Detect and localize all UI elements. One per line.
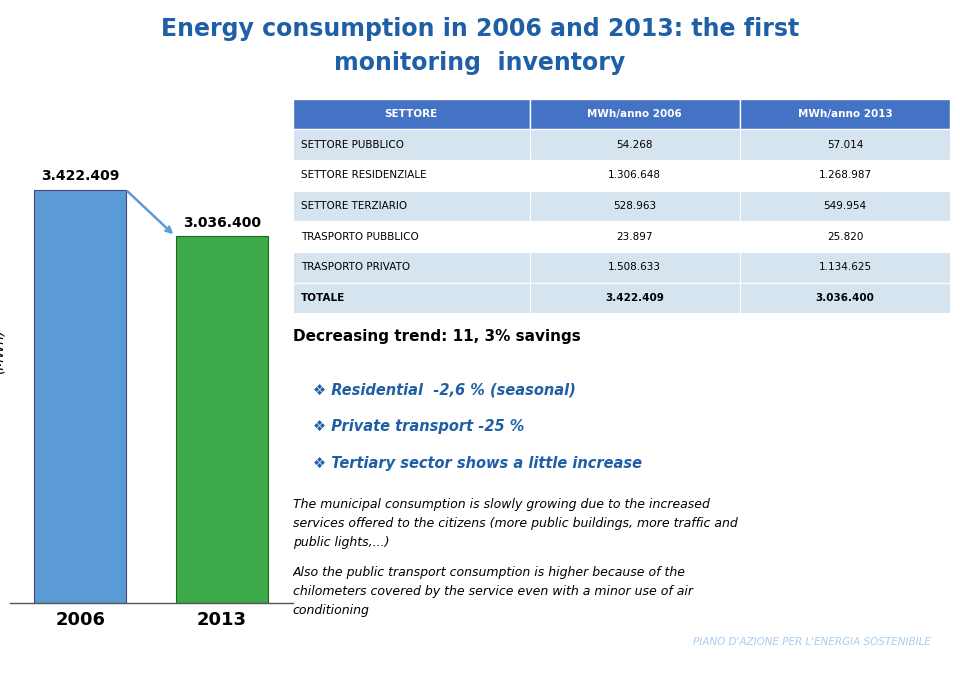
Text: 3.422.409: 3.422.409 [606, 293, 664, 303]
Text: Energy consumption in 2006 and 2013: the first: Energy consumption in 2006 and 2013: the… [161, 17, 799, 41]
Text: 1.134.625: 1.134.625 [819, 262, 872, 272]
Text: SETTORE TERZIARIO: SETTORE TERZIARIO [300, 201, 407, 211]
Text: PIANO D'AZIONE PER L'ENERGIA SOSTENIBILE: PIANO D'AZIONE PER L'ENERGIA SOSTENIBILE [693, 637, 931, 647]
Bar [35, 189, 127, 603]
Text: TRASPORTO PRIVATO: TRASPORTO PRIVATO [300, 262, 410, 272]
Text: 23.897: 23.897 [616, 232, 653, 242]
Text: 1.306.648: 1.306.648 [609, 170, 661, 180]
Bar [740, 191, 950, 221]
Bar [740, 283, 950, 313]
Text: 3.036.400: 3.036.400 [183, 216, 261, 229]
Y-axis label: (MWh): (MWh) [0, 328, 6, 373]
Bar [740, 160, 950, 191]
Bar [293, 99, 530, 129]
Text: 1.268.987: 1.268.987 [819, 170, 872, 180]
Bar [293, 129, 530, 160]
Text: 57.014: 57.014 [827, 140, 863, 150]
Bar [530, 160, 740, 191]
Text: 3.422.409: 3.422.409 [41, 169, 120, 183]
Text: COMUNE DI TRENTO: COMUNE DI TRENTO [134, 634, 307, 650]
Text: TOTALE: TOTALE [300, 293, 345, 303]
Text: 549.954: 549.954 [824, 201, 867, 211]
Bar [740, 99, 950, 129]
Text: Also the public transport consumption is higher because of the
chilometers cover: Also the public transport consumption is… [293, 566, 693, 617]
Text: SETTORE: SETTORE [385, 109, 438, 119]
Text: ❖ Tertiary sector shows a little increase: ❖ Tertiary sector shows a little increas… [313, 456, 641, 471]
Text: 1.508.633: 1.508.633 [609, 262, 661, 272]
Bar [176, 236, 268, 603]
Text: 54.268: 54.268 [616, 140, 653, 150]
Text: 528.963: 528.963 [613, 201, 657, 211]
Text: ❖ Private transport -25 %: ❖ Private transport -25 % [313, 419, 524, 434]
Bar [530, 283, 740, 313]
Text: SETTORE RESIDENZIALE: SETTORE RESIDENZIALE [300, 170, 426, 180]
Bar [530, 129, 740, 160]
Text: TRASPORTO PUBBLICO: TRASPORTO PUBBLICO [300, 232, 419, 242]
Bar [293, 283, 530, 313]
Text: MWh/anno 2013: MWh/anno 2013 [798, 109, 893, 119]
Text: 3.036.400: 3.036.400 [816, 293, 875, 303]
Bar [740, 221, 950, 252]
Text: Decreasing trend: 11, 3% savings: Decreasing trend: 11, 3% savings [293, 328, 581, 343]
Bar [530, 99, 740, 129]
Bar [293, 160, 530, 191]
Text: 25.820: 25.820 [827, 232, 863, 242]
Text: monitoring  inventory: monitoring inventory [334, 51, 626, 75]
Bar [530, 252, 740, 283]
Bar [740, 129, 950, 160]
Text: The municipal consumption is slowly growing due to the increased
services offere: The municipal consumption is slowly grow… [293, 498, 737, 549]
Bar [740, 252, 950, 283]
Text: MWh/anno 2006: MWh/anno 2006 [588, 109, 683, 119]
Bar [530, 221, 740, 252]
Bar [293, 252, 530, 283]
Bar [530, 191, 740, 221]
Text: SETTORE PUBBLICO: SETTORE PUBBLICO [300, 140, 404, 150]
Bar [293, 221, 530, 252]
Bar [293, 191, 530, 221]
Text: ❖ Residential  -2,6 % (seasonal): ❖ Residential -2,6 % (seasonal) [313, 382, 575, 397]
